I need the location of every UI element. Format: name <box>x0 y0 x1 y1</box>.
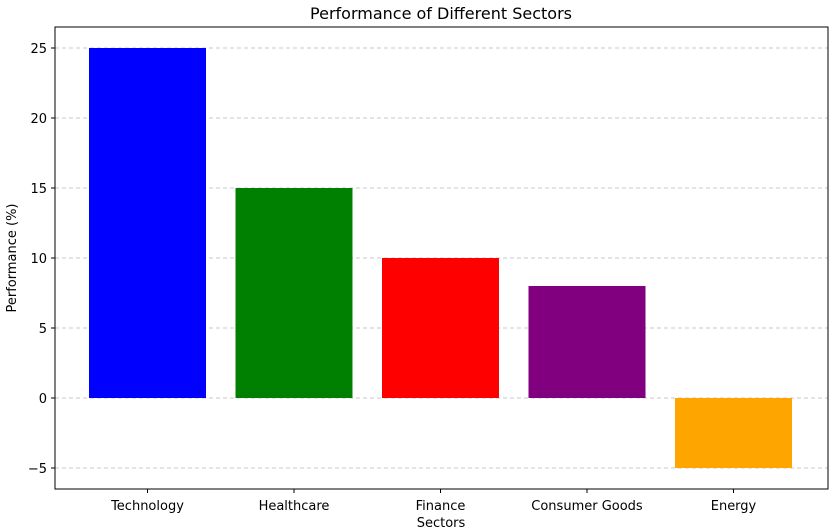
bar-finance <box>382 258 499 398</box>
bars <box>89 48 792 468</box>
x-axis-label: Sectors <box>417 516 466 531</box>
y-tick-label: 10 <box>30 252 47 267</box>
bar-energy <box>675 398 792 468</box>
bar-consumer-goods <box>528 286 646 398</box>
y-tick-label: 0 <box>39 392 47 407</box>
y-axis-ticks: −5 0 5 10 15 20 25 <box>28 42 55 477</box>
x-tick-label: Technology <box>110 499 184 514</box>
x-tick-label: Consumer Goods <box>531 499 643 514</box>
bar-healthcare <box>235 188 353 398</box>
y-tick-label: 25 <box>30 42 47 57</box>
x-tick-label: Energy <box>711 499 757 514</box>
y-tick-label: 20 <box>30 112 47 127</box>
y-tick-label: 15 <box>30 182 47 197</box>
chart-title: Performance of Different Sectors <box>310 4 572 23</box>
x-tick-label: Healthcare <box>259 499 330 514</box>
x-tick-label: Finance <box>416 499 466 514</box>
y-tick-label: 5 <box>39 322 47 337</box>
bar-technology <box>89 48 206 398</box>
y-tick-label: −5 <box>28 462 47 477</box>
y-axis-label: Performance (%) <box>5 203 20 312</box>
x-axis-ticks: Technology Healthcare Finance Consumer Good… <box>110 489 757 514</box>
